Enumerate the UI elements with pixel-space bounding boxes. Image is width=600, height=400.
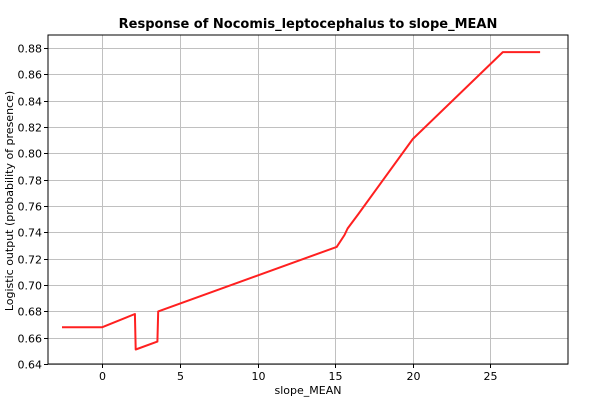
y-tick-label: 0.84 (18, 96, 43, 109)
x-tick-label: 0 (99, 370, 106, 383)
y-axis-label: Logistic output (probability of presence… (3, 91, 16, 311)
series-layer (62, 51, 541, 351)
y-tick-label: 0.76 (18, 201, 43, 214)
x-tick-label: 20 (407, 370, 421, 383)
y-tick-label: 0.70 (18, 280, 43, 293)
plot-frame (47, 34, 569, 365)
y-tick-label: 0.86 (18, 69, 43, 82)
y-tick-label: 0.72 (18, 254, 43, 267)
y-tick-label: 0.68 (18, 306, 43, 319)
y-tick-label: 0.64 (18, 359, 43, 372)
y-tick-label: 0.74 (18, 227, 43, 240)
chart-title: Response of Nocomis_leptocephalus to slo… (119, 17, 498, 32)
axis-ticks: 0 5 10 15 20 25 0.64 0.66 0.68 0.70 0.72 0.74 0.76 0.… (18, 43, 498, 384)
y-tick-label: 0.88 (18, 43, 43, 56)
x-tick-label: 25 (484, 370, 498, 383)
y-tick-label: 0.80 (18, 148, 43, 161)
y-tick-label: 0.82 (18, 122, 43, 135)
series-line (62, 51, 541, 351)
x-tick-label: 10 (252, 370, 266, 383)
x-axis-label: slope_MEAN (275, 384, 342, 397)
y-tick-label: 0.78 (18, 175, 43, 188)
x-tick-label: 15 (329, 370, 343, 383)
y-tick-label: 0.66 (18, 333, 43, 346)
x-tick-label: 5 (177, 370, 184, 383)
grid-lines (48, 35, 568, 365)
